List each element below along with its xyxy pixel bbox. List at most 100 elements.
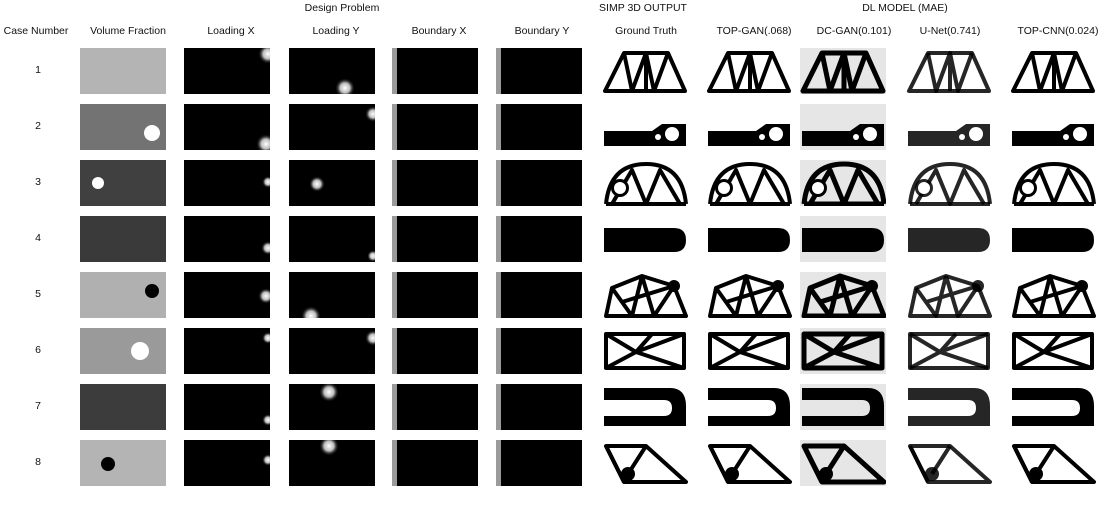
case-number: 8 [35,456,41,468]
dc-gan-image [800,48,886,94]
col-label-loading-y: Loading Y [312,25,360,37]
case-number: 3 [35,176,41,188]
top-cnn-image [1010,440,1096,486]
col-label-top-gan: TOP-GAN(.068) [716,25,792,37]
loading-x-image [184,48,270,94]
ground-truth-image [602,104,688,150]
ground-truth-image [602,384,688,430]
volume-fraction-image [80,384,166,430]
boundary-x-image [392,160,478,206]
top-cnn-image [1010,104,1096,150]
loading-y-image [289,104,375,150]
dc-gan-image [800,104,886,150]
group-label-dl-model: DL MODEL (MAE) [862,2,948,14]
top-cnn-image [1010,48,1096,94]
col-label-case-number: Case Number [3,25,69,37]
top-gan-image [706,384,792,430]
u-net-image [906,104,992,150]
boundary-y-image [496,272,582,318]
boundary-x-image [392,384,478,430]
col-label-top-cnn: TOP-CNN(0.024) [1017,25,1099,37]
volume-fraction-image [80,328,166,374]
volume-fraction-image [80,440,166,486]
top-cnn-image [1010,216,1096,262]
boundary-x-image [392,328,478,374]
loading-y-image [289,328,375,374]
u-net-image [906,272,992,318]
loading-y-image [289,48,375,94]
col-label-loading-x: Loading X [207,25,255,37]
loading-y-image [289,272,375,318]
ground-truth-image [602,272,688,318]
case-number: 5 [35,288,41,300]
dc-gan-image [800,384,886,430]
boundary-y-image [496,160,582,206]
top-cnn-image [1010,272,1096,318]
col-label-dc-gan: DC-GAN(0.101) [816,25,892,37]
boundary-x-image [392,440,478,486]
ground-truth-image [602,160,688,206]
col-label-volume-fraction: Volume Fraction [90,25,166,37]
loading-x-image [184,104,270,150]
ground-truth-image [602,440,688,486]
boundary-y-image [496,440,582,486]
volume-fraction-image [80,160,166,206]
top-gan-image [706,440,792,486]
boundary-y-image [496,104,582,150]
dc-gan-image [800,328,886,374]
dc-gan-image [800,216,886,262]
u-net-image [906,216,992,262]
dc-gan-image [800,160,886,206]
top-gan-image [706,328,792,374]
top-cnn-image [1010,328,1096,374]
top-gan-image [706,160,792,206]
boundary-y-image [496,384,582,430]
group-label-simp-output: SIMP 3D OUTPUT [599,2,687,14]
top-cnn-image [1010,384,1096,430]
loading-x-image [184,384,270,430]
boundary-x-image [392,104,478,150]
loading-y-image [289,160,375,206]
volume-fraction-image [80,272,166,318]
case-number: 4 [35,232,41,244]
top-cnn-image [1010,160,1096,206]
boundary-x-image [392,216,478,262]
loading-y-image [289,384,375,430]
group-label-design-problem: Design Problem [304,2,380,14]
u-net-image [906,440,992,486]
col-label-ground-truth: Ground Truth [615,25,677,37]
volume-fraction-image [80,48,166,94]
col-label-u-net: U-Net(0.741) [919,25,981,37]
loading-x-image [184,272,270,318]
boundary-x-image [392,48,478,94]
u-net-image [906,384,992,430]
case-number: 7 [35,400,41,412]
volume-fraction-image [80,216,166,262]
boundary-x-image [392,272,478,318]
case-number: 6 [35,344,41,356]
case-number: 2 [35,120,41,132]
u-net-image [906,48,992,94]
loading-y-image [289,440,375,486]
dc-gan-image [800,272,886,318]
u-net-image [906,328,992,374]
top-gan-image [706,272,792,318]
boundary-y-image [496,216,582,262]
loading-x-image [184,216,270,262]
ground-truth-image [602,216,688,262]
boundary-y-image [496,48,582,94]
ground-truth-image [602,328,688,374]
loading-x-image [184,328,270,374]
u-net-image [906,160,992,206]
case-number: 1 [35,64,41,76]
loading-y-image [289,216,375,262]
loading-x-image [184,440,270,486]
top-gan-image [706,216,792,262]
boundary-y-image [496,328,582,374]
ground-truth-image [602,48,688,94]
top-gan-image [706,104,792,150]
col-label-boundary-y: Boundary Y [514,25,570,37]
loading-x-image [184,160,270,206]
dc-gan-image [800,440,886,486]
top-gan-image [706,48,792,94]
